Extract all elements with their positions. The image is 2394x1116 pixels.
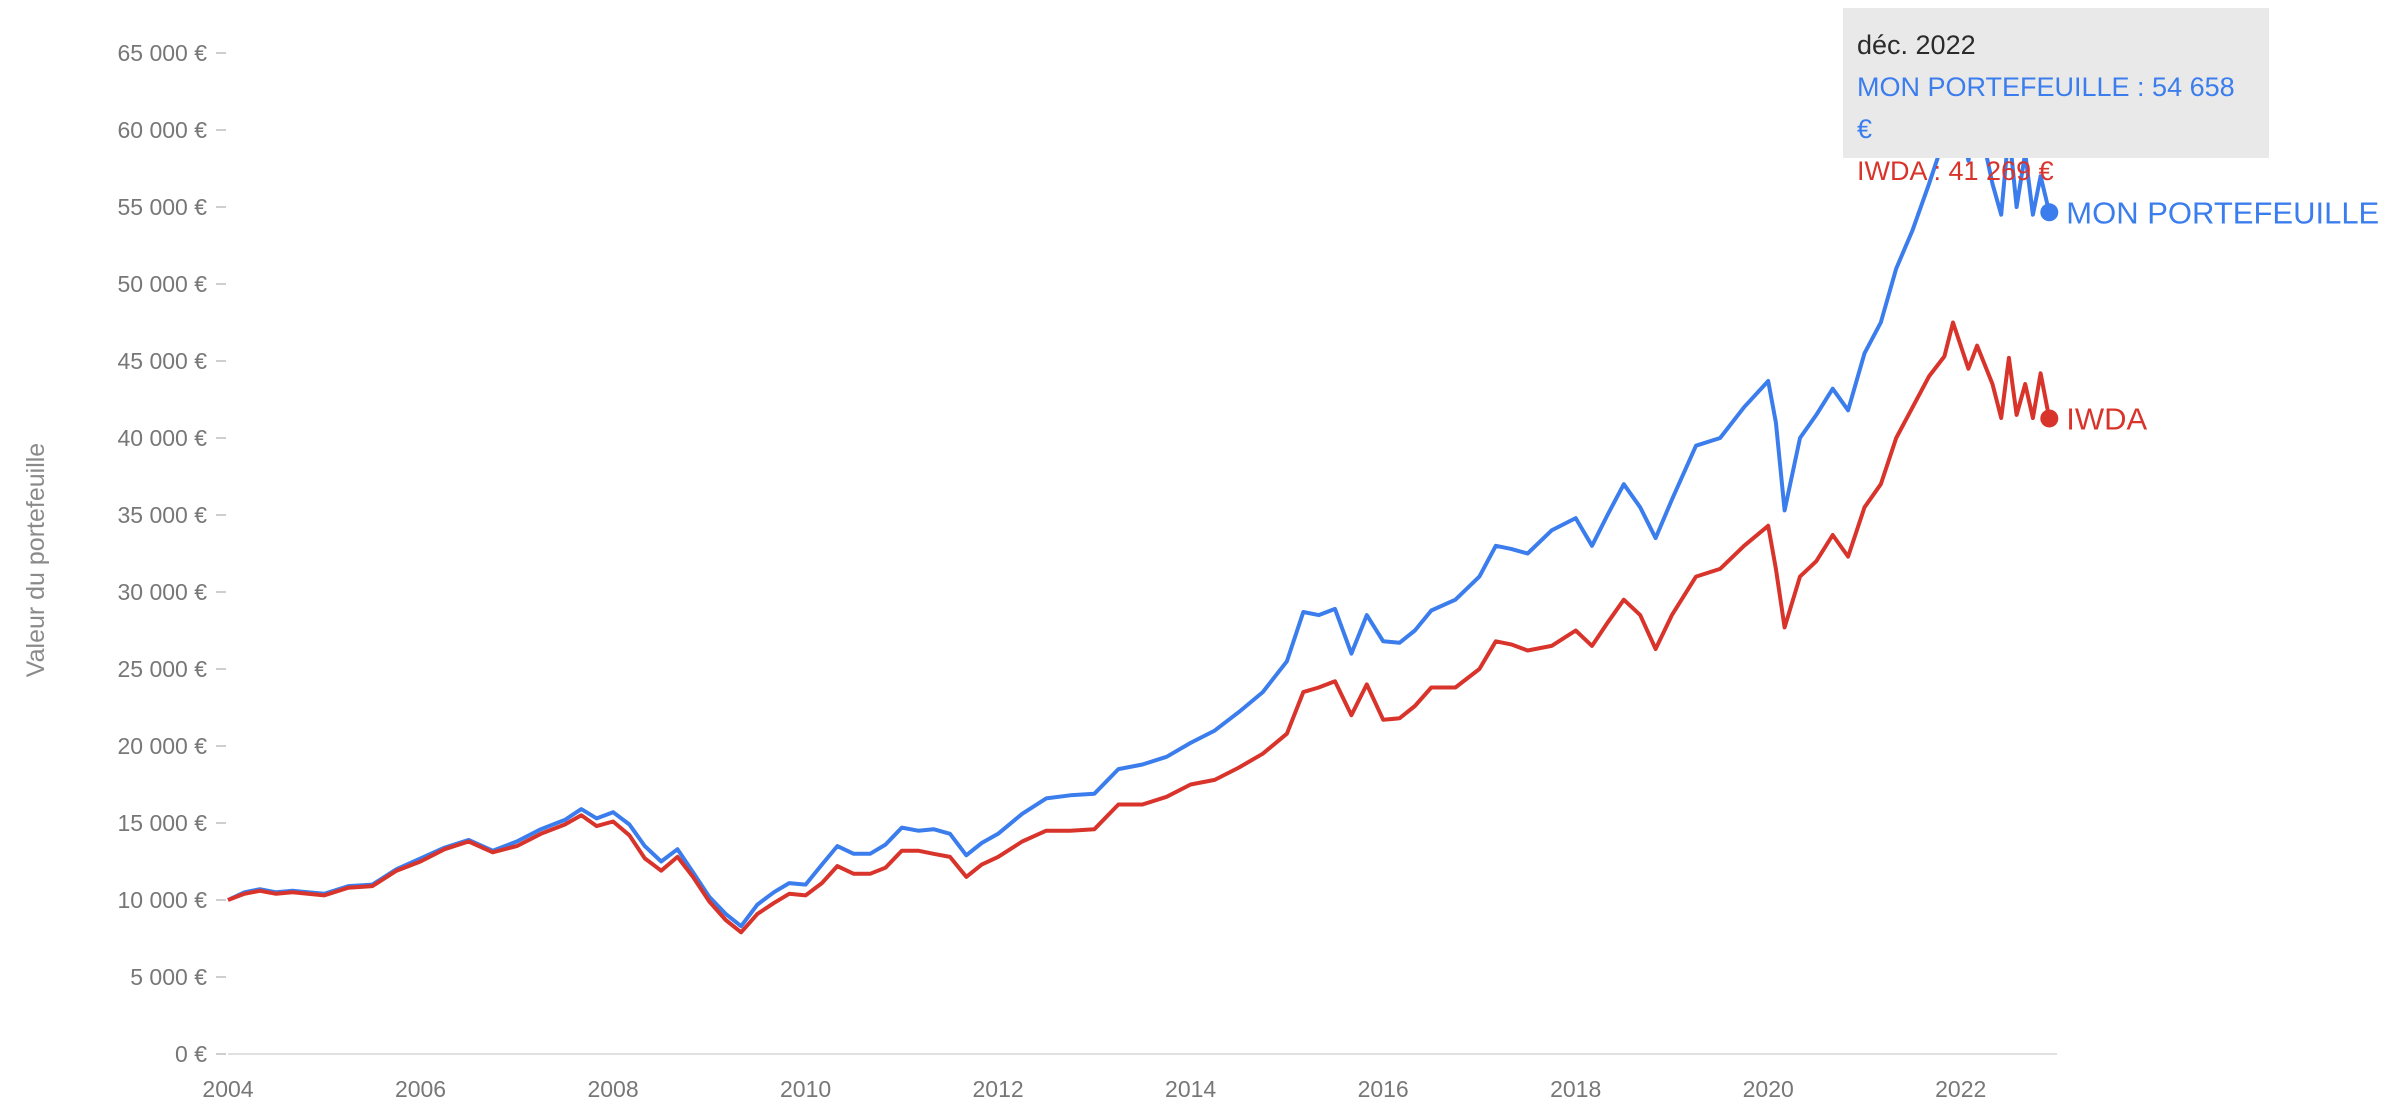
x-tick-label: 2014 <box>1165 1076 1216 1102</box>
series-end-marker <box>2040 409 2059 428</box>
x-axis: 2004 2006 2008 2010 2012 2014 2016 2018 2020 2022 <box>202 1053 2057 1102</box>
tooltip-iwda-line: IWDA : 41 269 € <box>1857 156 2054 186</box>
x-tick-label: 2020 <box>1743 1076 1794 1102</box>
y-axis: 0 € 5 000 € 10 000 € 15 000 € 20 000 € 25 000… <box>117 40 226 1067</box>
x-tick-label: 2004 <box>202 1076 253 1102</box>
series-end-label: IWDA <box>2066 401 2147 436</box>
y-tick-label: 40 000 € <box>117 425 207 451</box>
y-axis-label: Valeur du portefeuille <box>22 443 50 677</box>
series-end-label: MON PORTEFEUILLE <box>2066 195 2379 230</box>
y-tick-label: 45 000 € <box>117 348 207 374</box>
y-tick-label: 35 000 € <box>117 502 207 528</box>
series-end-marker <box>2040 203 2059 222</box>
x-tick-label: 2022 <box>1935 1076 1986 1102</box>
series-layer: MON PORTEFEUILLE IWDA <box>227 104 2379 935</box>
x-tick-label: 2016 <box>1358 1076 1409 1102</box>
x-tick-label: 2008 <box>587 1076 638 1102</box>
y-tick-label: 55 000 € <box>117 194 207 220</box>
y-tick-label: 25 000 € <box>117 656 207 682</box>
tooltip-portfolio-line: MON PORTEFEUILLE : 54 658 € <box>1857 72 2235 144</box>
y-tick-label: 30 000 € <box>117 579 207 605</box>
series-line <box>227 320 2052 935</box>
y-tick-label: 65 000 € <box>117 40 207 66</box>
x-tick-label: 2018 <box>1550 1076 1601 1102</box>
y-tick-label: 5 000 € <box>130 964 207 990</box>
y-tick-label: 50 000 € <box>117 271 207 297</box>
series-line <box>227 104 2052 929</box>
x-tick-label: 2012 <box>973 1076 1024 1102</box>
tooltip-date: déc. 2022 <box>1857 30 1976 60</box>
y-tick-label: 10 000 € <box>117 887 207 913</box>
y-tick-label: 15 000 € <box>117 810 207 836</box>
y-tick-label: 20 000 € <box>117 733 207 759</box>
x-tick-label: 2010 <box>780 1076 831 1102</box>
chart-tooltip: déc. 2022 MON PORTEFEUILLE : 54 658 € IW… <box>1843 8 2269 186</box>
x-tick-label: 2006 <box>395 1076 446 1102</box>
y-tick-label: 0 € <box>175 1041 207 1067</box>
y-tick-label: 60 000 € <box>117 117 207 143</box>
